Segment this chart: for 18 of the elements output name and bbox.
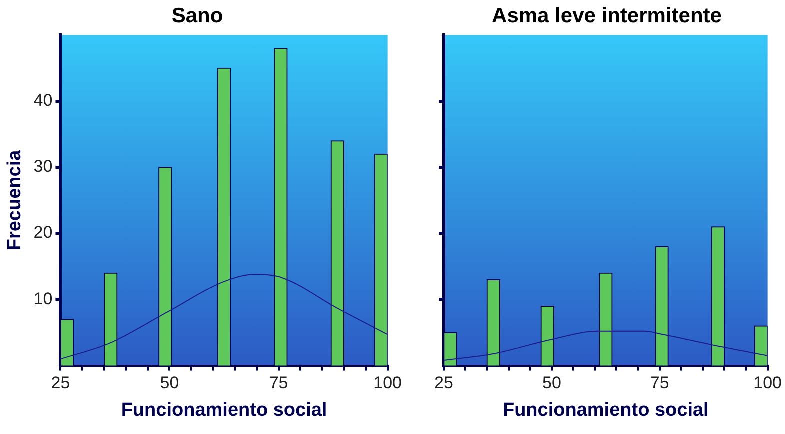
- y-axis-title: Frecuencia: [4, 150, 26, 251]
- x-tick-label: 75: [650, 374, 670, 393]
- y-tick-label: 40: [34, 91, 53, 110]
- chart-title: Sano: [172, 4, 224, 28]
- x-tick-label: 50: [160, 374, 180, 393]
- y-tick-label: 30: [34, 157, 53, 176]
- line-series: [60, 274, 388, 360]
- x-tick-label: 100: [754, 374, 782, 393]
- y-tick-label: 20: [34, 223, 53, 242]
- y-tick-label: 10: [34, 289, 53, 308]
- x-tick-label: 100: [374, 374, 402, 393]
- x-tick-label: 75: [269, 374, 288, 393]
- x-tick-label: 25: [434, 374, 454, 393]
- chart-title: Asma leve intermitente: [492, 4, 722, 28]
- x-tick-label: 25: [51, 374, 70, 393]
- x-tick-label: 50: [542, 374, 562, 393]
- x-axis-title: Funcionamiento social: [121, 400, 328, 421]
- x-axis-title: Funcionamiento social: [502, 400, 709, 421]
